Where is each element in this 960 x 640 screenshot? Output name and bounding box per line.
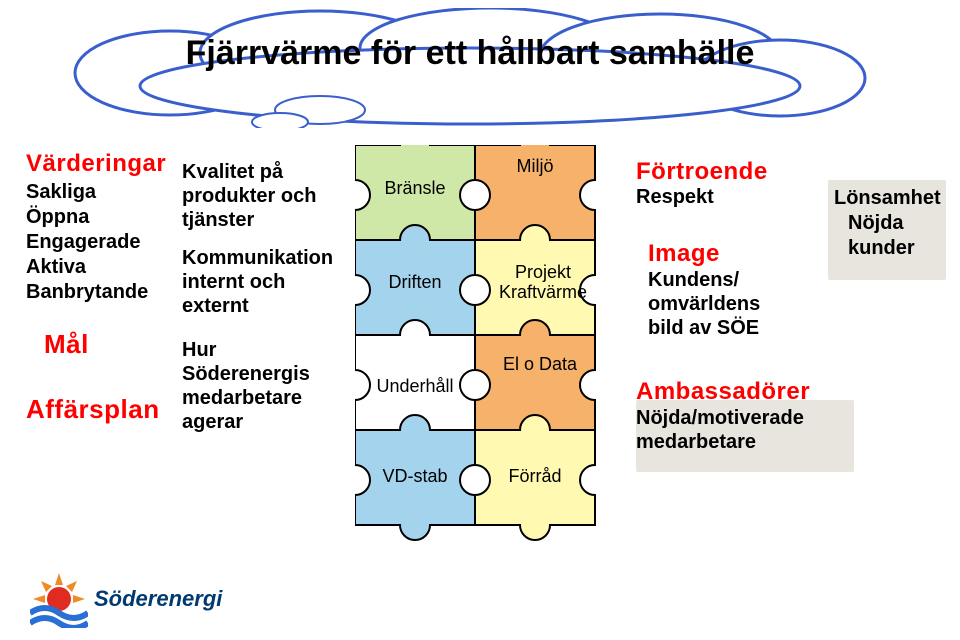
heading-affarsplan: Affärsplan (26, 394, 186, 425)
label-projekt: Projekt Kraftvärme (473, 263, 613, 303)
value-item: Engagerade (26, 230, 186, 255)
mid-block-kommunikation: Kommunikation internt och externt (182, 246, 362, 318)
text-line: internt och (182, 270, 362, 294)
text-line: Projekt (515, 262, 571, 282)
text-line: kunder (848, 236, 954, 261)
page-title: Fjärrvärme för ett hållbart samhälle (60, 34, 880, 73)
heading-ambassadorer: Ambassadörer (636, 378, 896, 406)
text-line: Kundens/ (648, 268, 848, 292)
label-miljo: Miljö (475, 157, 595, 177)
right-block-ambassadorer: Ambassadörer Nöjda/motiverade medarbetar… (636, 378, 896, 454)
puzzle-grid: Bränsle Miljö Driften Projekt Kraftvärme… (355, 145, 625, 545)
heading-mal: Mål (44, 329, 186, 360)
text-line: Nöjda (848, 211, 954, 236)
text-line: Kraftvärme (499, 282, 587, 302)
text-line: medarbetare (182, 386, 362, 410)
text-line: bild av SÖE (648, 316, 848, 340)
text-line: tjänster (182, 208, 362, 232)
text-line: Nöjda/motiverade (636, 406, 896, 430)
mid-column: Kvalitet på produkter och tjänster Kommu… (182, 160, 362, 434)
value-item: Banbrytande (26, 280, 186, 305)
label-vdstab: VD-stab (355, 467, 475, 487)
title-cloud: Fjärrvärme för ett hållbart samhälle (60, 8, 880, 118)
left-column: Värderingar Sakliga Öppna Engagerade Akt… (26, 150, 186, 425)
text-line: Kvalitet på (182, 160, 362, 184)
text-line: externt (182, 294, 362, 318)
text-line: Söderenergis (182, 362, 362, 386)
text-line: medarbetare (636, 430, 896, 454)
right-side-lonsamhet: Lönsamhet Nöjda kunder (834, 186, 954, 261)
mid-block-hur: Hur Söderenergis medarbetare agerar (182, 338, 362, 434)
text-line: Hur (182, 338, 362, 362)
text-line: omvärldens (648, 292, 848, 316)
sub-ambassadorer: Nöjda/motiverade medarbetare (636, 406, 896, 454)
logo: Söderenergi (30, 570, 222, 628)
mid-block-kvalitet: Kvalitet på produkter och tjänster (182, 160, 362, 232)
sub-image: Kundens/ omvärldens bild av SÖE (648, 268, 848, 340)
value-item: Aktiva (26, 255, 186, 280)
right-block-fortroende: Förtroende Respekt (636, 158, 836, 209)
text-line: Lönsamhet (834, 186, 954, 211)
text-line: agerar (182, 410, 362, 434)
heading-varderingar: Värderingar (26, 150, 186, 178)
heading-fortroende: Förtroende (636, 158, 836, 186)
values-list: Sakliga Öppna Engagerade Aktiva Banbryta… (26, 180, 186, 305)
value-item: Sakliga (26, 180, 186, 205)
text-line: produkter och (182, 184, 362, 208)
label-bransle: Bränsle (355, 179, 475, 199)
label-elodata: El o Data (475, 355, 605, 375)
label-driften: Driften (355, 273, 475, 293)
text-line: Kommunikation (182, 246, 362, 270)
heading-image: Image (648, 240, 848, 268)
label-forrad: Förråd (475, 467, 595, 487)
logo-text: Söderenergi (94, 586, 222, 612)
value-item: Öppna (26, 205, 186, 230)
logo-sun-icon (30, 570, 88, 628)
stage: { "page": { "background": "#ffffff", "wi… (0, 0, 960, 640)
right-block-image: Image Kundens/ omvärldens bild av SÖE (648, 240, 848, 340)
sub-respekt: Respekt (636, 186, 836, 209)
label-underhall: Underhåll (355, 377, 475, 397)
